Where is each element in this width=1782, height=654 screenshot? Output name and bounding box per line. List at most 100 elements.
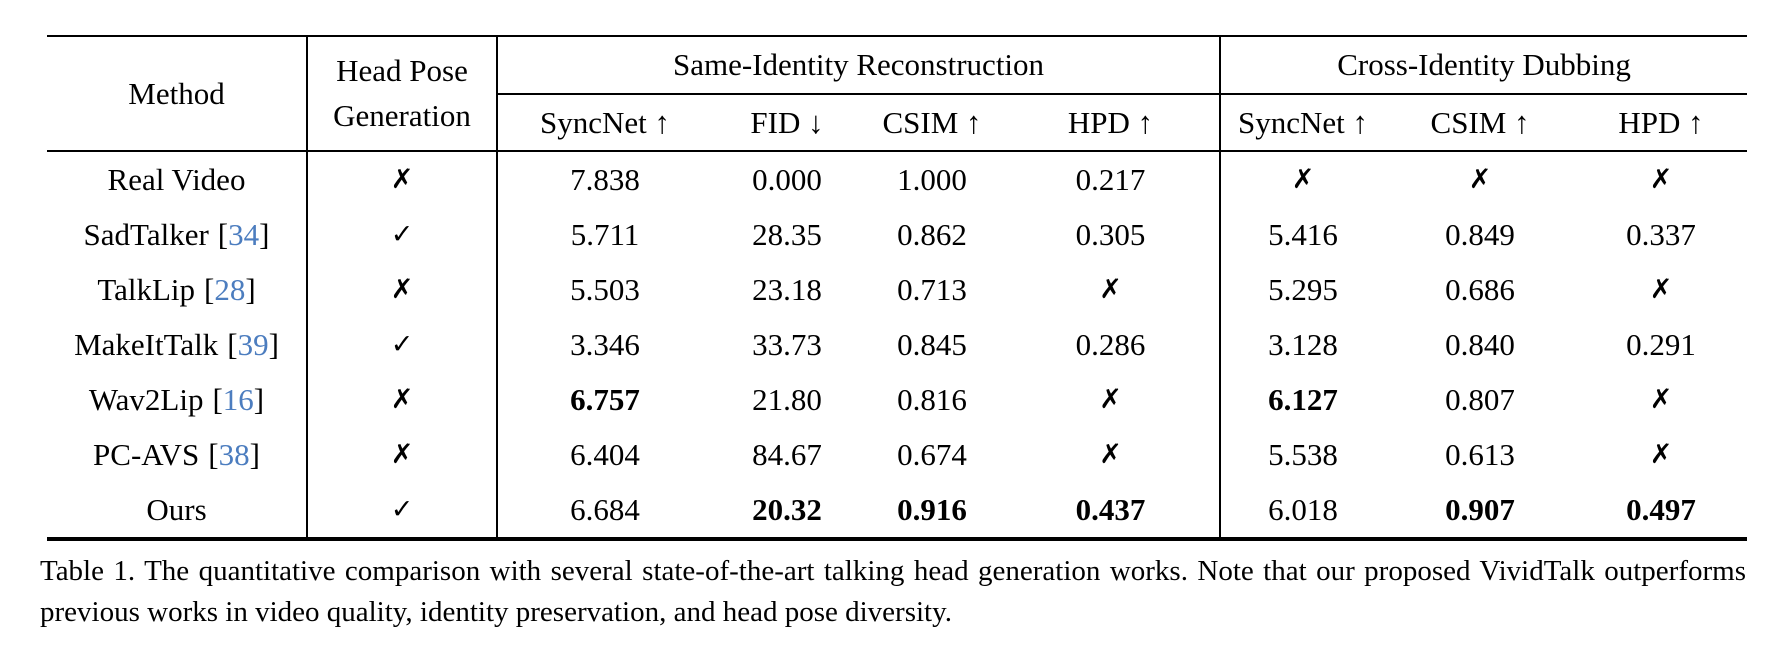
cite-open-bracket: [	[208, 436, 219, 472]
header-metric-row: SyncNet ↑ FID ↓ CSIM ↑ HPD ↑ SyncNet ↑ C…	[47, 94, 1748, 152]
cell-cross-syncnet: 6.127	[1219, 372, 1386, 427]
table-row-real-video: Real Video ✗ 7.838 0.000 1.000 0.217 ✗ ✗…	[47, 151, 1747, 207]
method-cell: SadTalker [34]	[47, 207, 307, 262]
cell-head-pose: ✗	[306, 262, 497, 317]
cell-same-fid: 33.73	[752, 326, 822, 362]
cell-cross-csim: ✗	[1468, 164, 1492, 195]
cell-cross-hpd: 0.291	[1626, 326, 1696, 362]
cell-same-hpd: ✗	[1099, 274, 1122, 305]
cell-cross-syncnet: 5.538	[1219, 427, 1386, 482]
citation[interactable]: [28]	[204, 272, 256, 307]
citation[interactable]: [39]	[227, 327, 279, 362]
col-header-method: Method	[47, 36, 307, 152]
cell-cross-hpd: ✗	[1649, 164, 1673, 195]
cell-same-hpd: ✗	[1099, 439, 1122, 470]
cell-same-fid: 0.000	[752, 161, 822, 197]
cite-number[interactable]: 38	[218, 436, 250, 472]
cell-cross-syncnet: 5.295	[1219, 262, 1386, 317]
cell-cross-hpd: 0.497	[1575, 482, 1748, 541]
method-cell: MakeItTalk [39]	[47, 317, 307, 372]
method-name: Ours	[146, 491, 207, 527]
group-header-cross-identity: Cross-Identity Dubbing	[1219, 36, 1748, 95]
cite-close-bracket: ]	[259, 216, 270, 252]
results-table: Method Head Pose Generation Same-Identit…	[47, 35, 1748, 541]
cell-same-fid: 20.32	[712, 482, 862, 541]
method-name: MakeItTalk	[74, 326, 219, 362]
col-header-head-pose-generation: Head Pose Generation	[306, 36, 497, 152]
col-header-same-syncnet: SyncNet ↑	[496, 94, 712, 152]
cell-cross-csim: 0.807	[1445, 381, 1515, 417]
cite-open-bracket: [	[204, 271, 215, 307]
cell-cross-csim: 0.849	[1445, 216, 1515, 252]
citation[interactable]: [16]	[212, 382, 264, 417]
cell-same-csim: 0.862	[897, 216, 967, 252]
col-header-same-fid: FID ↓	[712, 94, 862, 152]
cell-cross-csim: 0.686	[1445, 271, 1515, 307]
cell-same-hpd: ✗	[1099, 384, 1122, 415]
cell-same-csim: 0.674	[897, 436, 967, 472]
method-cell: Ours	[47, 482, 307, 541]
method-name: Wav2Lip	[88, 381, 204, 417]
cell-same-syncnet: 3.346	[496, 317, 712, 372]
cell-cross-syncnet: ✗	[1219, 151, 1386, 207]
cell-same-hpd: 0.286	[1075, 326, 1146, 362]
cell-same-fid: 84.67	[752, 436, 822, 472]
table-row-ours: Ours ✓ 6.684 20.32 0.916 0.437 6.018 0.9…	[47, 482, 1748, 541]
col-header-same-hpd: HPD ↑	[1002, 94, 1221, 152]
cite-number[interactable]: 39	[237, 326, 269, 362]
cell-same-syncnet: 5.711	[496, 207, 712, 262]
cell-cross-hpd: ✗	[1649, 439, 1673, 470]
cell-same-syncnet: 6.757	[496, 372, 712, 427]
cell-cross-hpd: ✗	[1649, 384, 1673, 415]
cell-head-pose: ✓	[306, 317, 497, 372]
cell-same-hpd: 0.437	[1002, 482, 1221, 541]
col-header-cross-csim: CSIM ↑	[1385, 94, 1576, 152]
cell-cross-hpd: ✗	[1649, 274, 1673, 305]
cite-close-bracket: ]	[249, 436, 260, 472]
col-header-cross-syncnet: SyncNet ↑	[1219, 94, 1386, 152]
cell-same-csim: 0.916	[862, 482, 1002, 541]
cell-cross-hpd: 0.337	[1626, 216, 1696, 252]
cell-same-fid: 21.80	[752, 381, 822, 417]
table-row-wav2lip: Wav2Lip [16] ✗ 6.757 21.80 0.816 ✗ 6.127 …	[47, 372, 1747, 427]
head-pose-line-1: Head Pose	[336, 52, 468, 88]
cell-head-pose: ✓	[306, 207, 497, 262]
cell-same-hpd: 0.305	[1075, 216, 1146, 252]
cell-head-pose: ✗	[306, 151, 497, 207]
cell-same-syncnet: 6.684	[496, 482, 712, 541]
cell-cross-syncnet: 3.128	[1219, 317, 1386, 372]
group-header-same-identity: Same-Identity Reconstruction	[495, 36, 1221, 95]
head-pose-line-2: Generation	[333, 97, 471, 133]
method-name: TalkLip	[97, 271, 196, 307]
table-row-sadtalker: SadTalker [34] ✓ 5.711 28.35 0.862 0.305 …	[47, 207, 1747, 262]
method-name: PC-AVS	[93, 436, 200, 472]
citation[interactable]: [34]	[218, 217, 270, 252]
cell-same-csim: 0.816	[897, 381, 967, 417]
cite-open-bracket: [	[217, 216, 229, 252]
cell-same-syncnet: 5.503	[496, 262, 712, 317]
cite-close-bracket: ]	[268, 326, 279, 362]
cite-close-bracket: ]	[245, 271, 256, 307]
cite-number[interactable]: 16	[222, 381, 254, 417]
cell-head-pose: ✗	[306, 427, 497, 482]
citation[interactable]: [38]	[208, 437, 260, 472]
cell-cross-syncnet: 5.416	[1219, 207, 1386, 262]
table-caption: Table 1. The quantitative comparison wit…	[40, 555, 1746, 628]
method-name: SadTalker	[83, 216, 209, 252]
method-cell: Wav2Lip [16]	[47, 372, 307, 427]
table-row-makeittalk: MakeItTalk [39] ✓ 3.346 33.73 0.845 0.286…	[47, 317, 1747, 372]
cite-number[interactable]: 34	[228, 216, 260, 252]
cell-same-fid: 28.35	[752, 216, 822, 252]
cell-cross-csim: 0.840	[1445, 326, 1515, 362]
cite-number[interactable]: 28	[214, 271, 246, 307]
cell-same-syncnet: 6.404	[496, 427, 712, 482]
cell-cross-syncnet: 6.018	[1219, 482, 1386, 541]
cell-same-fid: 23.18	[752, 271, 822, 307]
table-row-talklip: TalkLip [28] ✗ 5.503 23.18 0.713 ✗ 5.295 …	[47, 262, 1747, 317]
cell-same-syncnet: 7.838	[496, 151, 712, 207]
table-row-pc-avs: PC-AVS [38] ✗ 6.404 84.67 0.674 ✗ 5.538 0…	[47, 427, 1747, 482]
col-header-same-csim: CSIM ↑	[862, 94, 1002, 152]
cell-same-csim: 0.845	[897, 326, 967, 362]
cell-same-csim: 1.000	[897, 161, 967, 197]
